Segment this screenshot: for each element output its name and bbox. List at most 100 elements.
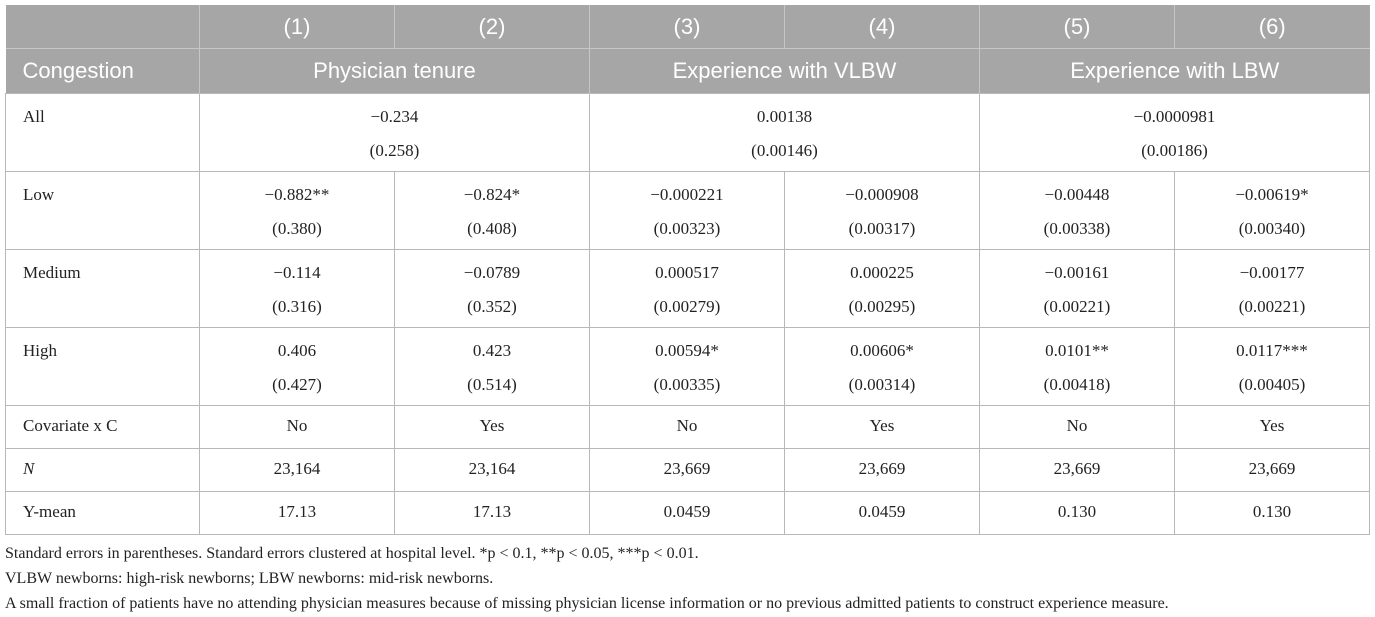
table-cell: 0.0101** (0.00418) — [978, 327, 1175, 406]
coefficient: −0.114 — [273, 263, 321, 282]
table-row-all: All −0.234 (0.258) 0.00138 (0.00146) −0.… — [5, 93, 1371, 172]
table-cell: −0.114 (0.316) — [198, 249, 395, 328]
table-cell: −0.824* (0.408) — [393, 171, 590, 250]
coefficient: −0.00161 — [1044, 263, 1110, 282]
coefficient: 0.000517 — [655, 263, 719, 282]
table-cell: −0.000908 (0.00317) — [783, 171, 980, 250]
table-cell: 23,669 — [978, 448, 1175, 492]
column-number-4: (4) — [783, 5, 980, 49]
coefficient: −0.000221 — [650, 185, 724, 204]
standard-error: (0.00340) — [1238, 219, 1306, 238]
table-cell: Yes — [393, 405, 590, 449]
coefficient: −0.0000981 — [1133, 107, 1216, 126]
group-header-experience-lbw: Experience with LBW — [978, 48, 1370, 94]
cell-value: 0.0459 — [663, 502, 711, 521]
coefficient: −0.00448 — [1044, 185, 1110, 204]
table-cell: 0.0459 — [783, 491, 980, 535]
table-cell: −0.00177 (0.00221) — [1173, 249, 1371, 328]
cell-value: 23,669 — [1248, 459, 1296, 478]
standard-error: (0.427) — [272, 375, 322, 394]
row-label-text: Low — [23, 185, 55, 204]
header-row-column-numbers: (1) (2) (3) (4) (5) (6) — [5, 5, 1370, 49]
table-row-y-mean: Y-mean 17.13 17.13 0.0459 0.0459 0.130 0… — [5, 491, 1371, 535]
standard-error: (0.258) — [369, 141, 420, 160]
table-cell: 0.0117*** (0.00405) — [1173, 327, 1371, 406]
coefficient: 0.00138 — [756, 107, 813, 126]
table-cell: 23,164 — [198, 448, 395, 492]
coefficient: 0.0101** — [1045, 341, 1109, 360]
table-row-medium: Medium −0.114 (0.316) −0.0789 (0.352) 0.00… — [5, 249, 1371, 328]
table-cell: 23,669 — [783, 448, 980, 492]
row-label: Low — [5, 171, 200, 250]
coefficient: −0.882** — [264, 185, 330, 204]
cell-value: No — [1066, 416, 1088, 435]
cell-value: 23,164 — [273, 459, 321, 478]
standard-error: (0.00146) — [751, 141, 818, 160]
cell-value: 23,669 — [1053, 459, 1101, 478]
table-row-high: High 0.406 (0.427) 0.423 (0.514) 0.00594* (… — [5, 327, 1371, 406]
cell-value: 17.13 — [472, 502, 512, 521]
row-label-text: Covariate x C — [23, 416, 118, 435]
standard-error: (0.00338) — [1043, 219, 1111, 238]
table-row-covariate: Covariate x C No Yes No Yes No Yes — [5, 405, 1371, 449]
column-number-5: (5) — [978, 5, 1175, 49]
standard-error: (0.408) — [467, 219, 517, 238]
standard-error: (0.00335) — [653, 375, 721, 394]
coefficient: −0.0789 — [463, 263, 521, 282]
table-cell: −0.234 (0.258) — [198, 93, 590, 172]
table-footnotes: Standard errors in parentheses. Standard… — [5, 541, 1370, 616]
row-label: N — [5, 448, 200, 492]
table-cell: 0.423 (0.514) — [393, 327, 590, 406]
cell-value: No — [286, 416, 308, 435]
table-row-low: Low −0.882** (0.380) −0.824* (0.408) −0.00… — [5, 171, 1371, 250]
standard-error: (0.00221) — [1043, 297, 1111, 316]
column-number-3: (3) — [588, 5, 785, 49]
table-cell: −0.000221 (0.00323) — [588, 171, 785, 250]
row-label-text: Medium — [23, 263, 81, 282]
cell-value: 17.13 — [277, 502, 317, 521]
table-body: All −0.234 (0.258) 0.00138 (0.00146) −0.… — [5, 93, 1371, 535]
column-number-6: (6) — [1173, 5, 1370, 49]
table-cell: 23,669 — [1173, 448, 1371, 492]
table-cell: 0.406 (0.427) — [198, 327, 395, 406]
standard-error: (0.00418) — [1043, 375, 1111, 394]
row-label-header: Congestion — [5, 48, 200, 94]
row-label-text: N — [23, 459, 35, 478]
table-cell: 0.130 — [978, 491, 1175, 535]
cell-value: 0.0459 — [858, 502, 906, 521]
table-cell: 0.00138 (0.00146) — [588, 93, 980, 172]
table-row-n: N 23,164 23,164 23,669 23,669 23,669 23,… — [5, 448, 1371, 492]
table-cell: 17.13 — [198, 491, 395, 535]
table-cell: Yes — [1173, 405, 1371, 449]
footnote-missing-data: A small fraction of patients have no att… — [5, 595, 1169, 612]
coefficient: −0.234 — [370, 107, 419, 126]
row-label-text: High — [23, 341, 57, 360]
standard-error: (0.316) — [272, 297, 322, 316]
table-cell: 0.00594* (0.00335) — [588, 327, 785, 406]
table-cell: 0.000225 (0.00295) — [783, 249, 980, 328]
coefficient: −0.824* — [463, 185, 521, 204]
coefficient: 0.00606* — [850, 341, 914, 360]
standard-error: (0.380) — [272, 219, 322, 238]
row-label-text: All — [23, 107, 45, 126]
row-label: Medium — [5, 249, 200, 328]
table-cell: No — [198, 405, 395, 449]
coefficient: −0.00177 — [1239, 263, 1305, 282]
cell-value: 23,669 — [663, 459, 711, 478]
coefficient: 0.406 — [277, 341, 317, 360]
table-cell: −0.0789 (0.352) — [393, 249, 590, 328]
footnote-definitions: VLBW newborns: high-risk newborns; LBW n… — [5, 570, 494, 587]
table-cell: −0.00161 (0.00221) — [978, 249, 1175, 328]
cell-value: 23,669 — [858, 459, 906, 478]
column-number-2: (2) — [393, 5, 590, 49]
table-cell: 0.130 — [1173, 491, 1371, 535]
table-cell: 0.00606* (0.00314) — [783, 327, 980, 406]
coefficient: −0.00619* — [1235, 185, 1309, 204]
cell-value: Yes — [479, 416, 505, 435]
coefficient: 0.00594* — [655, 341, 719, 360]
table-cell: −0.00448 (0.00338) — [978, 171, 1175, 250]
group-header-experience-vlbw: Experience with VLBW — [588, 48, 980, 94]
cell-value: 0.130 — [1252, 502, 1292, 521]
row-label: High — [5, 327, 200, 406]
cell-value: 0.130 — [1057, 502, 1097, 521]
